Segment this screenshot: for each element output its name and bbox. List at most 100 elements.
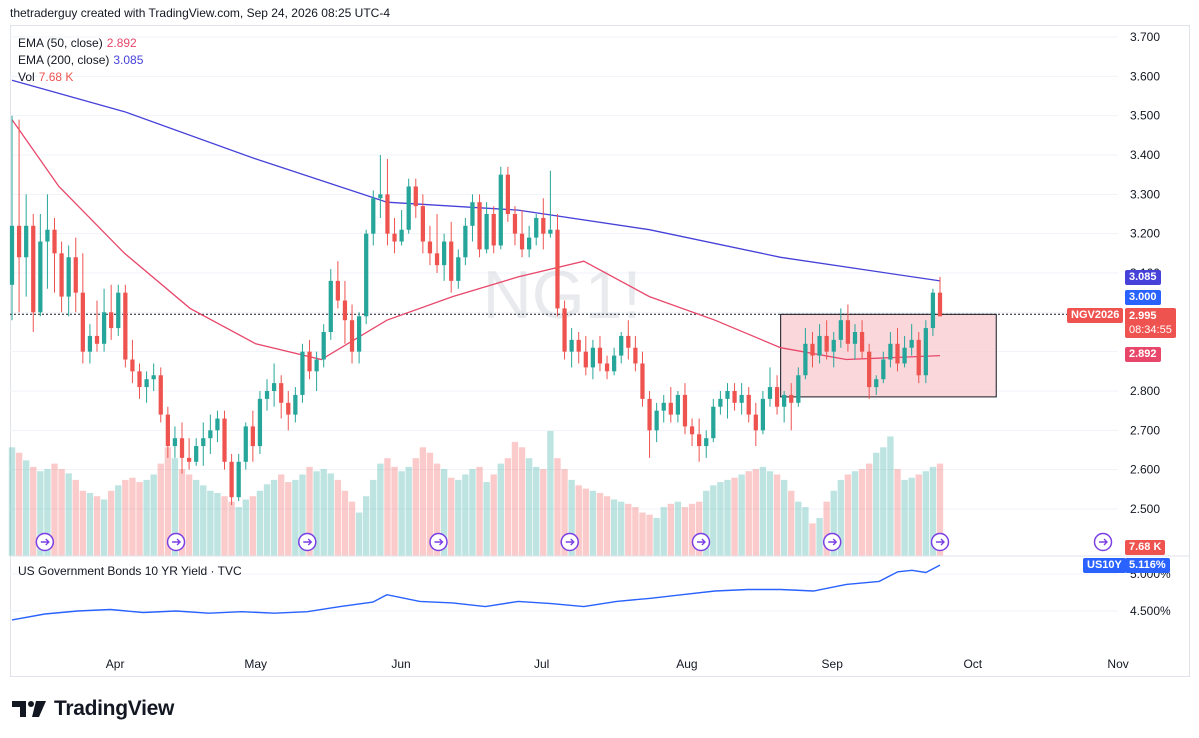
candle-body — [590, 347, 596, 368]
candle-body — [16, 225, 22, 258]
symbol-watermark: NG1! — [483, 257, 642, 333]
candle-body — [512, 214, 518, 234]
volume-bar — [717, 482, 724, 556]
legend-ema50-value: 2.892 — [106, 36, 137, 50]
candle-body — [406, 186, 411, 230]
volume-bar — [660, 507, 667, 556]
volume-bar — [370, 479, 377, 556]
event-arrow-icon — [1099, 538, 1108, 546]
volume-bar — [773, 474, 781, 556]
volume-bar — [157, 463, 164, 556]
volume-bar — [228, 501, 235, 556]
candle-body — [718, 398, 723, 407]
candle-body — [371, 198, 376, 234]
volume-bar — [334, 479, 342, 556]
volume-bar — [129, 477, 136, 556]
volume-bar — [788, 490, 795, 556]
volume-bar — [880, 447, 887, 556]
candle-body — [704, 438, 709, 447]
candle-body — [654, 410, 659, 431]
volume-bar — [674, 501, 682, 556]
volume-bar — [150, 474, 157, 556]
volume-bar — [469, 469, 476, 556]
volume-bar — [292, 479, 299, 556]
price-tick-label: 2.700 — [1130, 423, 1160, 437]
time-axis-label: Jul — [534, 657, 549, 671]
volume-bar — [256, 490, 264, 556]
candle-body — [746, 394, 751, 415]
candle-body — [94, 335, 100, 344]
volume-bar — [547, 431, 554, 556]
event-markers — [35, 532, 1113, 552]
candle-body — [293, 394, 298, 415]
price-tick-label: 3.200 — [1130, 227, 1160, 241]
candle-body — [87, 335, 93, 352]
candle-body — [548, 229, 553, 234]
tradingview-logo[interactable]: TradingView — [12, 697, 174, 721]
volume-bars — [8, 431, 944, 556]
volume-bar — [320, 469, 327, 556]
candle-body — [774, 387, 780, 407]
volume-bar — [306, 466, 313, 556]
last-price-badge: 2.995 08:34:55 — [1125, 308, 1176, 338]
volume-bar — [313, 471, 320, 556]
candle-body — [101, 312, 107, 344]
volume-bar — [887, 436, 894, 556]
candle-body — [73, 257, 78, 293]
volume-bar — [299, 474, 306, 556]
candle-body — [881, 359, 886, 380]
volume-bar — [752, 469, 760, 556]
price-tick-label: 3.400 — [1130, 148, 1160, 162]
volume-bar — [341, 490, 349, 556]
volume-bar — [639, 512, 646, 556]
time-axis-label: Oct — [963, 657, 982, 671]
yield-value-badge: 5.116% — [1125, 558, 1170, 573]
volume-bar — [780, 479, 788, 556]
candle-body — [434, 253, 440, 266]
volume-bar — [72, 479, 79, 556]
legend-volume[interactable]: Vol 7.68 K — [18, 69, 73, 86]
candle-body — [541, 217, 546, 234]
volume-bar — [667, 503, 674, 556]
candle-body — [420, 206, 425, 242]
volume-bar — [355, 512, 363, 556]
volume-bar — [724, 479, 731, 556]
candle-body — [378, 194, 383, 199]
legend-ema50-label: EMA (50, close) — [18, 36, 103, 50]
candle-body — [250, 426, 255, 447]
candle-body — [300, 351, 305, 395]
volume-bar — [412, 458, 419, 556]
candle-body — [236, 461, 241, 498]
volume-bar — [632, 507, 639, 556]
volume-bar — [596, 492, 604, 556]
volume-bar — [851, 471, 859, 556]
volume-bar — [285, 482, 292, 556]
legend-ema200[interactable]: EMA (200, close) 3.085 — [18, 52, 143, 69]
volume-bar — [511, 441, 519, 556]
yield-pane-title[interactable]: US Government Bonds 10 YR Yield · TVC — [18, 564, 242, 578]
candle-body — [271, 383, 277, 391]
volume-bar — [710, 485, 717, 556]
candle-body — [38, 241, 43, 313]
candle-body — [626, 335, 631, 348]
candle-body — [923, 328, 928, 376]
candle-body — [838, 320, 843, 340]
candle-body — [201, 438, 206, 447]
event-arrow-icon — [303, 538, 313, 546]
candle-body — [612, 355, 617, 372]
candle-body — [477, 202, 482, 250]
candle-body — [682, 394, 688, 427]
volume-bar — [200, 485, 207, 556]
volume-bar — [582, 488, 589, 556]
price-tick-label: 3.300 — [1130, 187, 1160, 201]
time-axis-label: Nov — [1107, 657, 1128, 671]
candle-body — [172, 438, 178, 447]
volume-bar — [455, 479, 462, 556]
volume-bar — [533, 466, 540, 556]
candle-body — [9, 225, 15, 285]
volume-bar — [391, 466, 398, 556]
candle-body — [675, 394, 681, 415]
ema-50-line — [11, 119, 941, 361]
legend-ema50[interactable]: EMA (50, close) 2.892 — [18, 35, 137, 52]
